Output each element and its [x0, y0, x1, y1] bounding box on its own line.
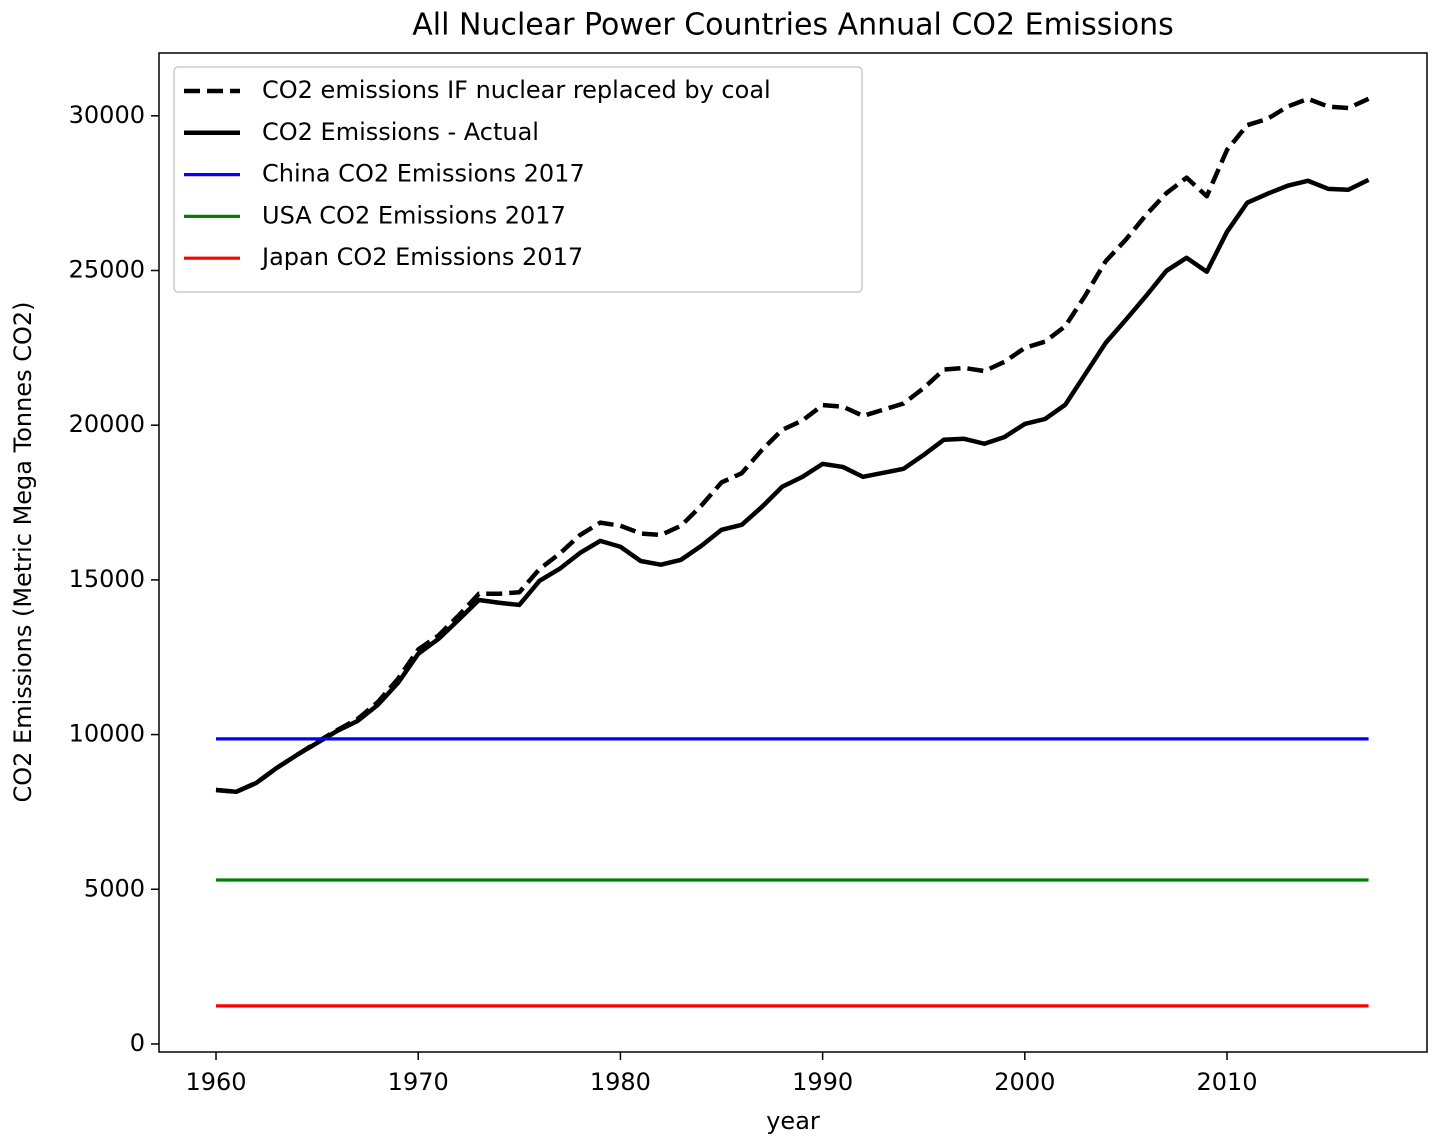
legend-box — [173, 66, 863, 293]
legend-label: CO2 emissions IF nuclear replaced by coa… — [262, 76, 771, 104]
chart-title: All Nuclear Power Countries Annual CO2 E… — [412, 8, 1173, 43]
x-tick-label: 1970 — [388, 1068, 449, 1096]
x-tick-label: 2010 — [1196, 1068, 1257, 1096]
legend-label: Japan CO2 Emissions 2017 — [260, 243, 583, 271]
x-tick-label: 1980 — [590, 1068, 651, 1096]
series-line — [215, 177, 1370, 795]
x-tick-label: 1960 — [185, 1068, 246, 1096]
legend-label: USA CO2 Emissions 2017 — [262, 201, 566, 229]
y-tick-label: 15000 — [69, 565, 145, 593]
y-tick-label: 0 — [130, 1029, 145, 1057]
y-tick-label: 20000 — [69, 410, 145, 438]
x-tick-label: 2000 — [994, 1068, 1055, 1096]
y-tick-label: 30000 — [69, 101, 145, 129]
y-tick-label: 25000 — [69, 255, 145, 283]
y-axis-label: CO2 Emissions (Metric Mega Tonnes CO2) — [9, 302, 37, 803]
x-axis-label: year — [766, 1107, 820, 1135]
series-line — [215, 96, 1370, 795]
y-tick-label: 5000 — [84, 874, 145, 902]
legend-label: CO2 Emissions - Actual — [262, 118, 539, 146]
y-tick-label: 10000 — [69, 720, 145, 748]
legend-label: China CO2 Emissions 2017 — [262, 160, 585, 188]
x-tick-label: 1990 — [792, 1068, 853, 1096]
plot-frame — [158, 52, 1428, 1053]
